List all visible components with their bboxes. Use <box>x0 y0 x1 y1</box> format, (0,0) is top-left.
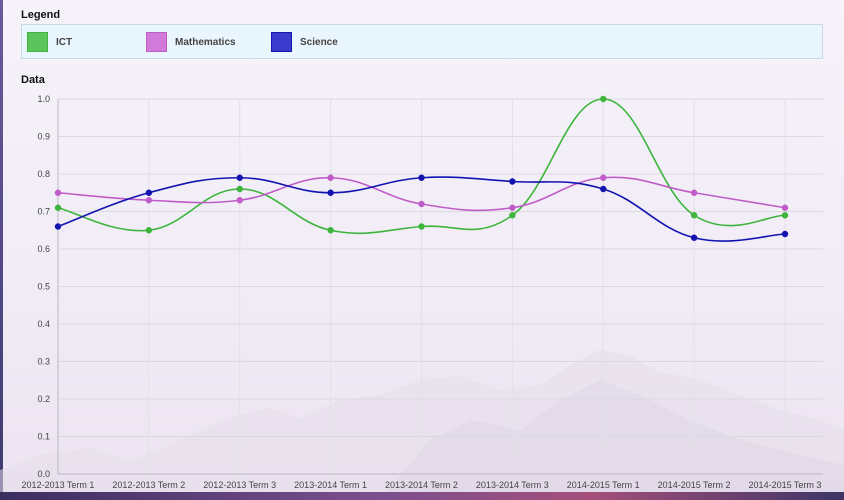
y-tick-label: 0.0 <box>37 469 50 479</box>
data-point-mathematics <box>690 189 698 196</box>
data-point-ict <box>236 185 243 193</box>
data-point-science <box>54 223 62 230</box>
y-tick-label: 0.1 <box>37 432 50 442</box>
data-point-science <box>418 174 425 181</box>
data-point-ict <box>690 212 698 219</box>
legend-swatch-mathematics <box>146 32 167 52</box>
y-tick-label: 0.3 <box>37 357 50 367</box>
x-tick-label: 2014-2015 Term 3 <box>749 480 822 490</box>
series-line-ict <box>57 98 786 235</box>
window-edge <box>0 0 3 500</box>
legend-label-science: Science <box>300 36 338 48</box>
legend-item-mathematics[interactable]: Mathematics <box>146 31 236 53</box>
data-point-science <box>236 174 243 181</box>
y-tick-label: 0.7 <box>37 207 50 217</box>
data-point-science <box>600 185 607 193</box>
x-tick-label: 2014-2015 Term 1 <box>567 480 640 490</box>
x-tick-label: 2012-2013 Term 1 <box>22 480 95 490</box>
legend-swatch-science <box>271 32 292 52</box>
legend: ICT Mathematics Science <box>21 24 823 59</box>
data-point-mathematics <box>54 189 62 196</box>
y-tick-label: 0.4 <box>37 319 50 329</box>
data-point-mathematics <box>600 174 607 181</box>
y-tick-label: 0.5 <box>37 282 50 292</box>
data-point-ict <box>600 95 607 103</box>
y-tick-label: 1.0 <box>37 94 50 104</box>
legend-label-mathematics: Mathematics <box>175 36 236 48</box>
data-point-mathematics <box>145 197 153 204</box>
data-point-mathematics <box>781 204 789 211</box>
x-tick-label: 2013-2014 Term 2 <box>385 480 458 490</box>
x-tick-label: 2012-2013 Term 3 <box>203 480 276 490</box>
data-point-ict <box>145 227 153 234</box>
y-tick-label: 0.8 <box>37 169 50 179</box>
data-heading: Data <box>21 74 45 86</box>
data-point-ict <box>418 223 425 230</box>
data-point-mathematics <box>236 197 243 204</box>
data-point-mathematics <box>509 204 516 211</box>
data-point-ict <box>327 227 334 234</box>
data-point-science <box>145 189 153 196</box>
x-tick-label: 2014-2015 Term 2 <box>658 480 731 490</box>
x-tick-label: 2013-2014 Term 1 <box>294 480 367 490</box>
data-point-science <box>327 189 334 196</box>
data-point-science <box>690 234 698 241</box>
window-bottom-edge <box>0 492 844 500</box>
data-point-science <box>781 230 789 238</box>
data-point-mathematics <box>418 200 425 208</box>
legend-swatch-ict <box>27 32 48 52</box>
y-tick-label: 0.6 <box>37 244 50 254</box>
y-tick-label: 0.9 <box>37 132 50 142</box>
data-point-ict <box>509 212 516 219</box>
legend-item-ict[interactable]: ICT <box>27 31 72 53</box>
data-point-ict <box>781 212 789 219</box>
data-point-mathematics <box>327 174 334 181</box>
x-tick-label: 2012-2013 Term 2 <box>112 480 185 490</box>
legend-label-ict: ICT <box>56 36 73 48</box>
legend-item-science[interactable]: Science <box>271 31 338 53</box>
y-tick-label: 0.2 <box>37 394 50 404</box>
data-point-science <box>509 178 516 185</box>
legend-heading: Legend <box>21 9 61 21</box>
x-tick-label: 2013-2014 Term 3 <box>476 480 549 490</box>
data-point-ict <box>54 204 62 211</box>
